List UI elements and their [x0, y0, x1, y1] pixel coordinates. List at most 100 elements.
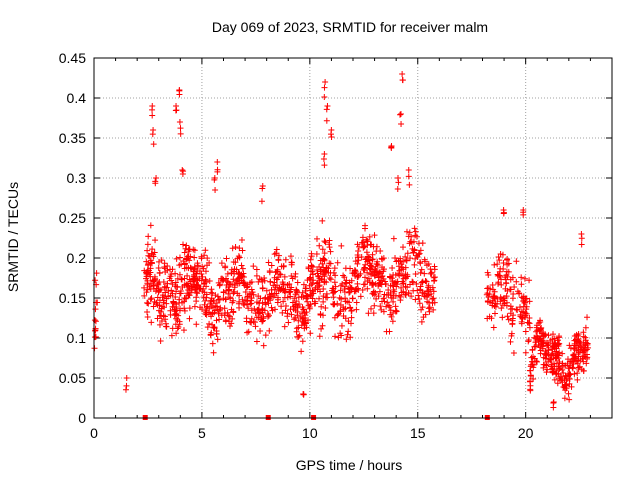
- data-point: [206, 278, 213, 285]
- data-point: [364, 238, 371, 245]
- data-point: [577, 356, 584, 363]
- x-tick-label: 5: [198, 425, 206, 441]
- data-point: [318, 303, 325, 310]
- data-point: [578, 241, 585, 248]
- data-point: [377, 303, 384, 310]
- data-point: [239, 296, 246, 303]
- data-point: [147, 265, 154, 272]
- data-point: [404, 284, 411, 291]
- data-point: [376, 270, 383, 277]
- data-point: [222, 263, 229, 270]
- data-point: [353, 299, 360, 306]
- data-point: [321, 238, 328, 245]
- data-point: [529, 358, 536, 365]
- data-point: [282, 256, 289, 263]
- data-point: [240, 300, 247, 307]
- data-point: [404, 250, 411, 257]
- data-point: [511, 284, 518, 291]
- data-point: [259, 185, 266, 192]
- data-point: [316, 295, 323, 302]
- data-point: [267, 278, 274, 285]
- data-point: [346, 279, 353, 286]
- data-point: [230, 259, 237, 266]
- data-point: [308, 253, 315, 260]
- data-point: [360, 244, 367, 251]
- data-point: [370, 288, 377, 295]
- data-point: [212, 292, 219, 299]
- data-point: [525, 337, 532, 344]
- data-points: [91, 71, 592, 411]
- data-point: [250, 291, 257, 298]
- data-point: [571, 346, 578, 353]
- data-point: [144, 308, 151, 315]
- data-point: [503, 299, 510, 306]
- data-point: [208, 329, 215, 336]
- data-point: [229, 281, 236, 288]
- data-point: [173, 107, 180, 114]
- data-point: [214, 168, 221, 175]
- data-point: [555, 352, 562, 359]
- data-point: [380, 266, 387, 273]
- data-point: [180, 327, 187, 334]
- data-point: [191, 254, 198, 261]
- data-point: [423, 262, 430, 269]
- data-point: [181, 275, 188, 282]
- data-point: [151, 273, 158, 280]
- data-point: [504, 261, 511, 268]
- data-point: [222, 317, 229, 324]
- data-point: [248, 300, 255, 307]
- data-point: [552, 355, 559, 362]
- data-point: [365, 310, 372, 317]
- data-point: [255, 306, 262, 313]
- data-point: [330, 289, 337, 296]
- data-point: [554, 380, 561, 387]
- data-point: [363, 249, 370, 256]
- data-point: [218, 260, 225, 267]
- plot-frame: [93, 57, 613, 419]
- data-point: [388, 313, 395, 320]
- data-point: [294, 279, 301, 286]
- data-point: [340, 272, 347, 279]
- data-point: [411, 261, 418, 268]
- data-point: [173, 330, 180, 337]
- data-point: [168, 332, 175, 339]
- data-point: [405, 173, 412, 180]
- data-point: [191, 266, 198, 273]
- data-point: [162, 320, 169, 327]
- data-point: [402, 271, 409, 278]
- data-point: [307, 267, 314, 274]
- data-point: [322, 239, 329, 246]
- data-point: [309, 287, 316, 294]
- data-point: [145, 233, 152, 240]
- data-point: [184, 272, 191, 279]
- data-point: [144, 286, 151, 293]
- data-point: [172, 270, 179, 277]
- data-point: [314, 270, 321, 277]
- x-tick-label: 0: [90, 425, 98, 441]
- data-point: [526, 298, 533, 305]
- data-point: [198, 270, 205, 277]
- data-point: [255, 300, 262, 307]
- data-point: [360, 266, 367, 273]
- data-point: [314, 279, 321, 286]
- data-point: [257, 295, 264, 302]
- data-point: [242, 289, 249, 296]
- data-point: [191, 303, 198, 310]
- data-point: [298, 348, 305, 355]
- y-tick-label: 0.1: [67, 330, 87, 346]
- data-point: [149, 131, 156, 138]
- data-point: [264, 295, 271, 302]
- data-point: [398, 289, 405, 296]
- data-point: [549, 350, 556, 357]
- data-point: [411, 225, 418, 232]
- data-point: [520, 211, 527, 218]
- data-point: [150, 141, 157, 148]
- data-point: [527, 363, 534, 370]
- data-point: [364, 258, 371, 265]
- data-point: [583, 360, 590, 367]
- data-point: [366, 265, 373, 272]
- data-point: [176, 119, 183, 125]
- data-point: [318, 325, 325, 332]
- data-point: [168, 271, 175, 278]
- data-point: [91, 317, 98, 324]
